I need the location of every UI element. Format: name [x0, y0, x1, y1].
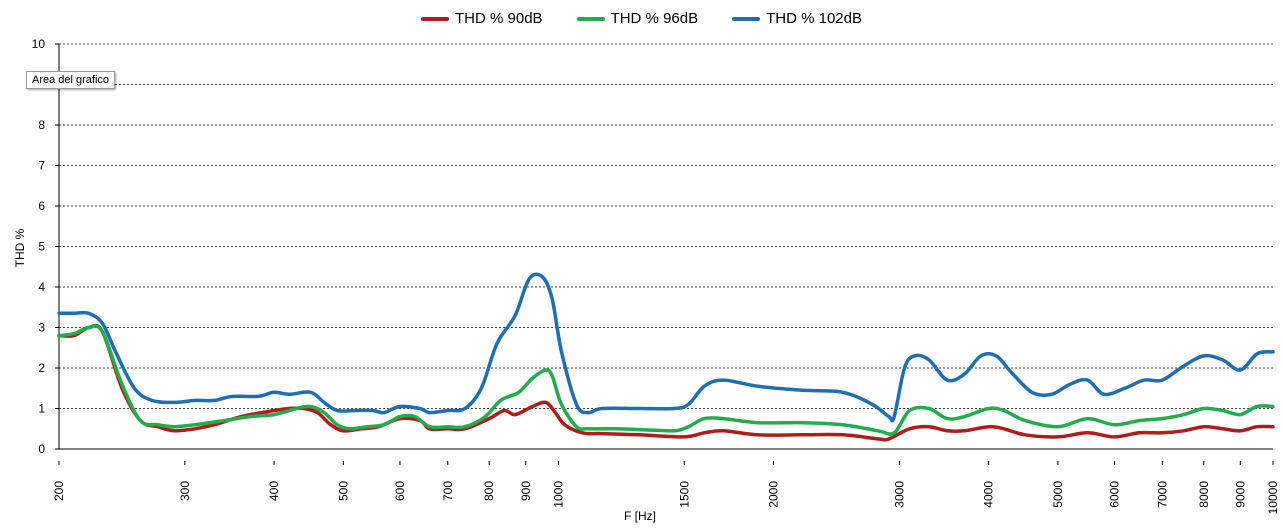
x-axis-title: F [Hz]: [624, 509, 656, 523]
chart-area-tooltip: Area del grafico: [26, 71, 116, 89]
x-tick-label: 500: [336, 481, 350, 501]
grid: [59, 43, 1273, 409]
x-tick-label: 3000: [892, 481, 906, 508]
y-axis-title: THD %: [13, 228, 27, 268]
x-tick-label: 4000: [982, 481, 996, 508]
x-tick-label: 9000: [1233, 481, 1247, 508]
x-tick-label: 1000: [551, 481, 565, 508]
legend-swatch: [421, 16, 450, 21]
legend-item: THD % 96dB: [576, 10, 699, 27]
x-tick-label: 900: [519, 481, 533, 501]
x-tick-label: 8000: [1197, 481, 1211, 508]
legend-label: THD % 102dB: [766, 10, 862, 27]
y-tick-label: 8: [38, 118, 45, 132]
y-tick-label: 5: [38, 240, 45, 254]
y-tick-label: 10: [32, 37, 46, 51]
series-group: [57, 272, 1275, 442]
x-tick-label: 400: [267, 481, 281, 501]
y-tick-label: 0: [38, 442, 45, 456]
legend-item: THD % 90dB: [421, 10, 543, 27]
x-tick-label: 1500: [677, 481, 691, 508]
x-tick-label: 2000: [767, 481, 781, 508]
y-tick-label: 7: [38, 159, 45, 173]
y-tick-label: 2: [38, 361, 45, 375]
legend-label: THD % 96dB: [610, 10, 699, 27]
x-tick-label: 7000: [1155, 481, 1169, 508]
x-tick-label: 800: [482, 481, 496, 501]
y-tick-label: 1: [38, 402, 45, 416]
series-line-2: [57, 324, 1275, 436]
series-line-3: [57, 272, 1275, 423]
legend-label: THD % 90dB: [455, 10, 543, 27]
x-tick-label: 300: [178, 481, 192, 501]
legend-swatch: [732, 16, 761, 21]
axes: 0 1 2 3 4 5 6 7 8 10 200 300 400 500 600 700 800 900 1000 1…: [32, 37, 1280, 514]
x-tick-label: 6000: [1107, 481, 1121, 508]
legend: THD % 90dB THD % 96dB THD % 102dB: [0, 10, 1283, 27]
legend-item: THD % 102dB: [732, 10, 862, 27]
legend-swatch: [576, 16, 605, 21]
x-tick-label: 10000: [1266, 481, 1280, 515]
x-tick-label: 5000: [1051, 481, 1065, 508]
y-tick-label: 4: [38, 280, 45, 294]
x-tick-label: 700: [441, 481, 455, 501]
y-tick-label: 3: [38, 321, 45, 335]
x-tick-label: 600: [393, 481, 407, 501]
x-tick-label: 200: [52, 481, 66, 501]
y-tick-label: 6: [38, 199, 45, 213]
